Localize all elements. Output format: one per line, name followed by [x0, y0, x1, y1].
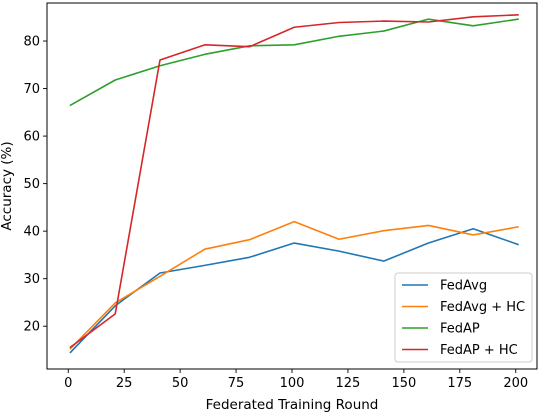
x-tick-label: 0 [64, 376, 72, 391]
legend-label: FedAP + HC [440, 343, 518, 358]
legend-label: FedAP [440, 322, 480, 337]
x-tick-label: 175 [447, 376, 472, 391]
x-tick-label: 25 [116, 376, 133, 391]
y-tick-label: 30 [23, 272, 40, 287]
x-tick-label: 100 [280, 376, 305, 391]
y-axis-ticks: 20 30 40 50 60 70 80 [23, 35, 47, 335]
y-tick-label: 20 [23, 320, 40, 335]
x-tick-label: 150 [391, 376, 416, 391]
x-tick-label: 50 [172, 376, 189, 391]
y-tick-label: 50 [23, 177, 40, 192]
series-line-fedavg [69, 227, 519, 354]
y-tick-label: 70 [23, 82, 40, 97]
y-tick-label: 40 [23, 225, 40, 240]
series-line-fedavg-hc [69, 220, 519, 350]
x-tick-label: 75 [228, 376, 245, 391]
x-axis-ticks: 0 25 50 75 100 125 150 175 200 [64, 369, 528, 391]
x-tick-label: 125 [336, 376, 361, 391]
y-tick-label: 60 [23, 130, 40, 145]
x-tick-label: 200 [503, 376, 528, 391]
y-axis-label: Accuracy (%) [0, 141, 15, 230]
legend-box [394, 272, 533, 363]
series-lines [69, 14, 519, 354]
legend-label: FedAvg + HC [440, 300, 525, 315]
legend: FedAvg FedAvg + HC FedAP FedAP + HC [394, 272, 533, 363]
x-axis-label: Federated Training Round [206, 397, 379, 413]
series-line-fedap-hc [69, 14, 519, 349]
series-line-fedap [69, 18, 519, 107]
y-tick-label: 80 [23, 35, 40, 50]
legend-label: FedAvg [440, 279, 487, 294]
